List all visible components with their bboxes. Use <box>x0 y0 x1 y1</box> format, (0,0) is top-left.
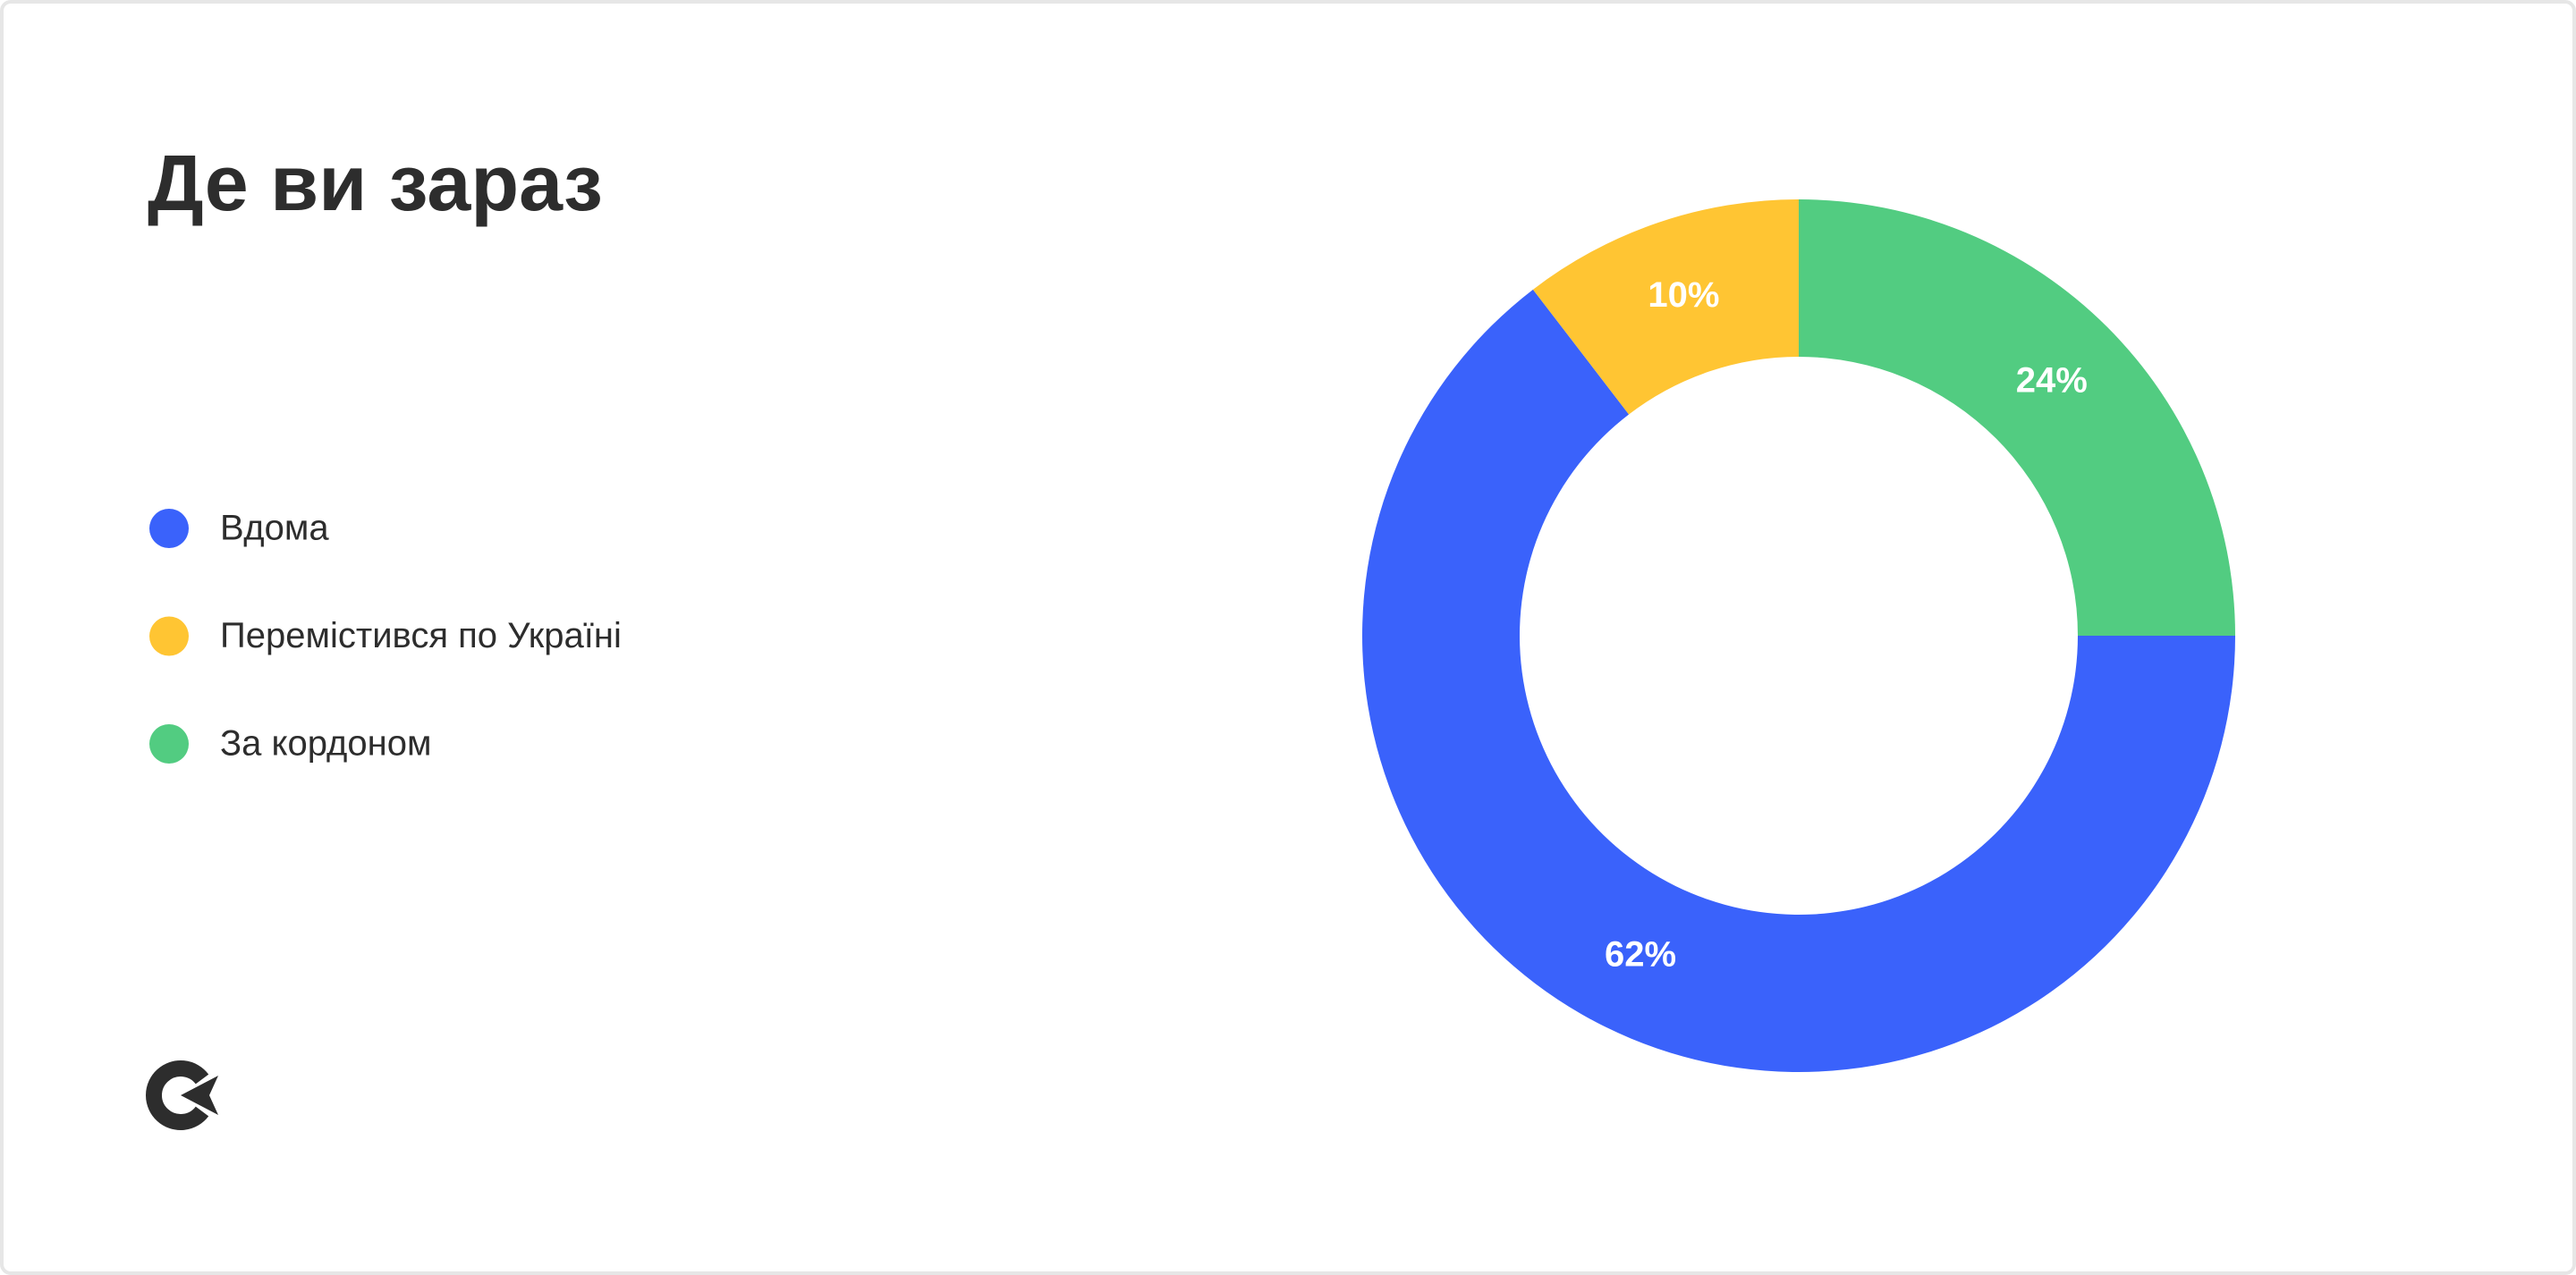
logo <box>146 1060 218 1130</box>
value-label: 10% <box>1648 275 1719 315</box>
donut-segment <box>1799 199 2235 636</box>
legend-marker <box>149 509 189 548</box>
legend-marker <box>149 616 189 656</box>
donut-segment <box>1532 199 1799 415</box>
donut-segment <box>1362 289 2235 1072</box>
value-label: 24% <box>2016 361 2088 401</box>
value-label: 62% <box>1605 934 1676 974</box>
legend-label: За кордоном <box>220 724 431 764</box>
legend-label: Перемістився по Україні <box>220 616 622 655</box>
legend-label: Вдома <box>220 509 329 548</box>
legend-marker <box>149 724 189 764</box>
chart-title: Де ви зараз <box>148 139 603 227</box>
